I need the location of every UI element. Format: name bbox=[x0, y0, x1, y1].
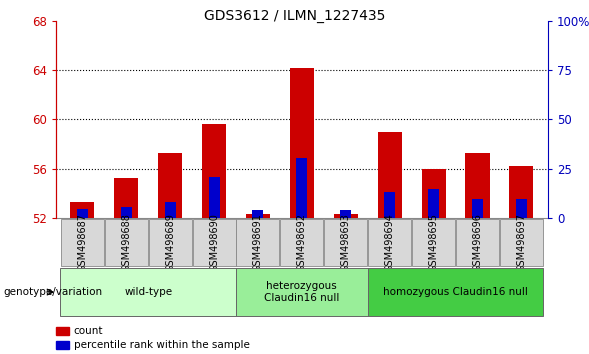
FancyBboxPatch shape bbox=[105, 219, 148, 266]
Bar bbox=[422, 169, 446, 218]
Bar bbox=[246, 214, 270, 218]
FancyBboxPatch shape bbox=[368, 219, 411, 266]
Bar bbox=[378, 132, 402, 218]
Bar bbox=[340, 210, 351, 218]
Bar bbox=[253, 210, 263, 218]
Bar bbox=[296, 158, 307, 218]
Text: wild-type: wild-type bbox=[124, 287, 172, 297]
FancyBboxPatch shape bbox=[60, 268, 236, 316]
Text: percentile rank within the sample: percentile rank within the sample bbox=[74, 340, 250, 350]
Text: GSM498695: GSM498695 bbox=[429, 213, 439, 272]
Bar bbox=[165, 202, 176, 218]
Bar bbox=[158, 153, 182, 218]
Text: GSM498687: GSM498687 bbox=[77, 213, 87, 272]
Text: GSM498696: GSM498696 bbox=[472, 213, 482, 272]
Bar bbox=[77, 209, 88, 218]
Text: GSM498693: GSM498693 bbox=[341, 213, 351, 272]
Text: count: count bbox=[74, 326, 103, 336]
FancyBboxPatch shape bbox=[325, 219, 368, 266]
Bar bbox=[70, 202, 94, 218]
Text: GSM498688: GSM498688 bbox=[121, 213, 131, 272]
Bar bbox=[384, 192, 395, 218]
Bar bbox=[428, 189, 439, 218]
Text: GSM498697: GSM498697 bbox=[517, 213, 527, 272]
Bar bbox=[121, 207, 132, 218]
Bar bbox=[516, 199, 527, 218]
Bar bbox=[509, 166, 534, 218]
Bar bbox=[290, 68, 314, 218]
FancyBboxPatch shape bbox=[193, 219, 236, 266]
Text: GDS3612 / ILMN_1227435: GDS3612 / ILMN_1227435 bbox=[204, 9, 385, 23]
Text: GSM498694: GSM498694 bbox=[385, 213, 395, 272]
Bar bbox=[202, 124, 226, 218]
FancyBboxPatch shape bbox=[280, 219, 323, 266]
Text: GSM498692: GSM498692 bbox=[297, 213, 307, 272]
FancyBboxPatch shape bbox=[500, 219, 543, 266]
FancyBboxPatch shape bbox=[368, 268, 544, 316]
Text: GSM498689: GSM498689 bbox=[165, 213, 175, 272]
Text: heterozygous
Claudin16 null: heterozygous Claudin16 null bbox=[264, 281, 339, 303]
FancyBboxPatch shape bbox=[236, 219, 279, 266]
FancyBboxPatch shape bbox=[148, 219, 191, 266]
FancyBboxPatch shape bbox=[61, 219, 104, 266]
FancyBboxPatch shape bbox=[412, 219, 455, 266]
Text: homozygous Claudin16 null: homozygous Claudin16 null bbox=[383, 287, 528, 297]
Text: GSM498690: GSM498690 bbox=[209, 213, 219, 272]
FancyBboxPatch shape bbox=[456, 219, 499, 266]
Text: genotype/variation: genotype/variation bbox=[3, 287, 102, 297]
Bar bbox=[334, 214, 358, 218]
Bar bbox=[472, 199, 483, 218]
Bar bbox=[465, 153, 489, 218]
FancyBboxPatch shape bbox=[236, 268, 368, 316]
Bar bbox=[114, 178, 138, 218]
Text: GSM498691: GSM498691 bbox=[253, 213, 263, 272]
Bar bbox=[209, 177, 220, 218]
